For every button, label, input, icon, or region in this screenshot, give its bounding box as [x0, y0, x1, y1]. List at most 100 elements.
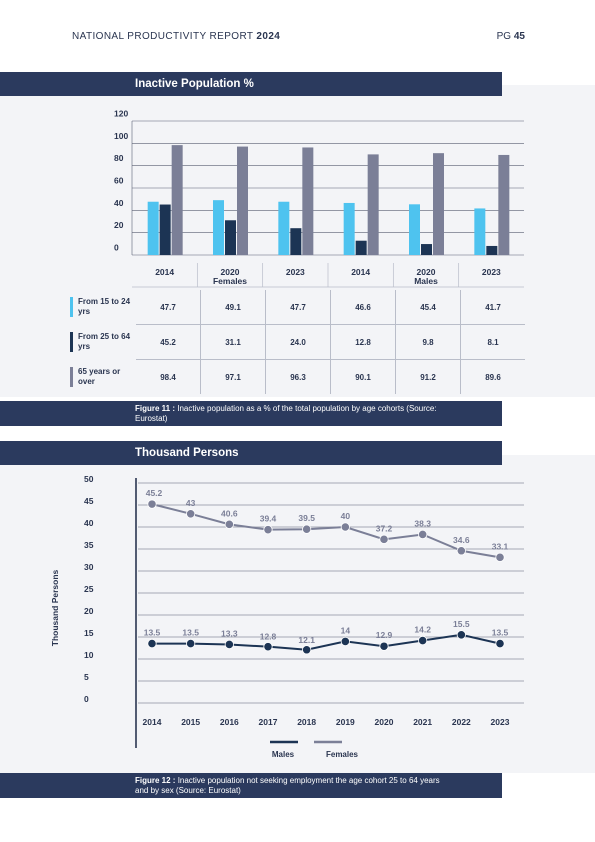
- y-tick-label: 25: [84, 584, 94, 594]
- y-tick-label: 20: [84, 606, 94, 616]
- series-line: [151, 503, 501, 559]
- data-point: [418, 635, 428, 646]
- bar: [433, 153, 444, 255]
- data-point: [263, 642, 273, 652]
- x-tick-label: 2017: [259, 717, 278, 727]
- bar: [213, 200, 224, 255]
- y-tick-label: 100: [114, 131, 128, 141]
- data-label: 40: [341, 511, 351, 521]
- x-tick-label: 2020: [417, 267, 436, 277]
- row-label-65-over: 65 years or over: [66, 360, 136, 395]
- data-point: [224, 639, 234, 650]
- data-label: 39.5: [298, 513, 315, 523]
- x-tick-label: 2014: [351, 267, 370, 277]
- data-label: 43: [186, 498, 196, 508]
- data-label: 34.6: [453, 535, 470, 545]
- report-title-text: NATIONAL PRODUCTIVITY REPORT: [72, 31, 254, 42]
- bar: [171, 145, 183, 255]
- bar: [486, 245, 498, 255]
- data-label: 33.1: [492, 541, 509, 551]
- figure12-title-band: Thousand Persons: [0, 441, 502, 465]
- bar: [290, 228, 302, 255]
- data-point: [302, 524, 312, 534]
- row-label-25-64: From 25 to 64 yrs: [66, 325, 136, 360]
- data-label: 38.3: [414, 518, 431, 528]
- y-tick-label: 20: [114, 220, 124, 230]
- bar: [278, 201, 290, 255]
- table-cell: 12.8: [330, 324, 396, 360]
- data-point: [495, 639, 505, 649]
- row-label-15-24: From 15 to 24 yrs: [66, 290, 136, 325]
- y-axis-label: Thousand Persons: [50, 569, 60, 646]
- data-point: [263, 525, 273, 535]
- group-label: Females: [213, 276, 247, 286]
- legend-swatch-25-64: [70, 331, 73, 352]
- bar: [498, 154, 510, 255]
- data-label: 39.4: [260, 514, 277, 524]
- bar: [343, 202, 355, 255]
- table-cell: 41.7: [460, 290, 525, 325]
- data-label: 14: [341, 625, 351, 635]
- x-tick-label: 2014: [155, 267, 174, 277]
- table-row: From 25 to 64 yrs 45.2 31.1 24.0 12.8 9.…: [66, 324, 525, 360]
- page-number: PG 45: [497, 31, 525, 42]
- legend-label: Females: [326, 750, 359, 759]
- bar: [367, 154, 379, 255]
- y-tick-label: 80: [114, 153, 124, 163]
- bar: [159, 204, 171, 255]
- bar: [302, 147, 314, 255]
- figure12-caption-label: Figure 12 :: [135, 776, 176, 785]
- data-point: [186, 509, 196, 519]
- figure12-title: Thousand Persons: [135, 447, 239, 459]
- bar: [421, 244, 432, 255]
- y-tick-label: 5: [84, 672, 89, 682]
- data-label: 13.3: [221, 628, 238, 638]
- data-point: [147, 499, 157, 509]
- figure12-line-chart: 0 5 10 15 20 25 30 35 40 45 50 Thousand Persons 2014…: [50, 474, 524, 759]
- report-title: NATIONAL PRODUCTIVITY REPORT 2024: [72, 31, 280, 42]
- data-label: 12.9: [376, 630, 393, 640]
- table-cell: 31.1: [200, 324, 266, 360]
- figure11-title: Inactive Population %: [135, 78, 254, 90]
- data-point: [340, 522, 350, 532]
- data-label: 12.8: [260, 632, 277, 642]
- figure11-caption-text: Figure 11 : Inactive population as a % o…: [135, 404, 465, 424]
- y-tick-label: 35: [84, 540, 94, 550]
- data-point: [340, 636, 350, 646]
- figure12-caption-text: Figure 12 : Inactive population not seek…: [135, 776, 455, 796]
- figure11-caption-label: Figure 11 :: [135, 404, 176, 413]
- data-point: [224, 519, 234, 529]
- table-cell: 91.2: [395, 359, 461, 394]
- data-point: [147, 639, 157, 649]
- x-tick-label: 2020: [221, 267, 240, 277]
- table-row: From 15 to 24 yrs 47.7 49.1 47.7 46.6 45…: [66, 290, 525, 325]
- x-tick-label: 2016: [220, 717, 239, 727]
- table-cell: 90.1: [330, 359, 396, 394]
- figure11-caption: Figure 11 : Inactive population as a % o…: [0, 401, 502, 426]
- report-year: 2024: [256, 31, 281, 42]
- table-cell: 24.0: [265, 324, 331, 360]
- x-tick-label: 2015: [181, 717, 200, 727]
- data-label: 14.2: [414, 625, 431, 635]
- x-tick-label: 2022: [452, 717, 471, 727]
- y-tick-label: 0: [84, 694, 89, 704]
- table-cell: 98.4: [136, 359, 201, 394]
- data-label: 13.5: [182, 628, 199, 638]
- x-tick-label: 2014: [143, 717, 162, 727]
- group-label: Males: [414, 276, 438, 286]
- bar: [474, 208, 486, 255]
- bar: [355, 240, 367, 255]
- table-cell: 8.1: [460, 324, 525, 360]
- figure11-data-table: From 15 to 24 yrs 47.7 49.1 47.7 46.6 45…: [66, 290, 525, 394]
- data-label: 12.1: [298, 635, 315, 645]
- data-point: [379, 641, 389, 651]
- data-label: 37.2: [376, 523, 393, 533]
- series-line: [152, 633, 501, 651]
- table-cell: 46.6: [330, 290, 396, 325]
- x-tick-label: 2018: [297, 717, 316, 727]
- x-tick-label: 2023: [491, 717, 510, 727]
- table-cell: 45.4: [395, 290, 461, 325]
- row-label-text: From 15 to 24 yrs: [78, 297, 131, 316]
- y-tick-label: 40: [84, 518, 94, 528]
- bar: [147, 201, 159, 255]
